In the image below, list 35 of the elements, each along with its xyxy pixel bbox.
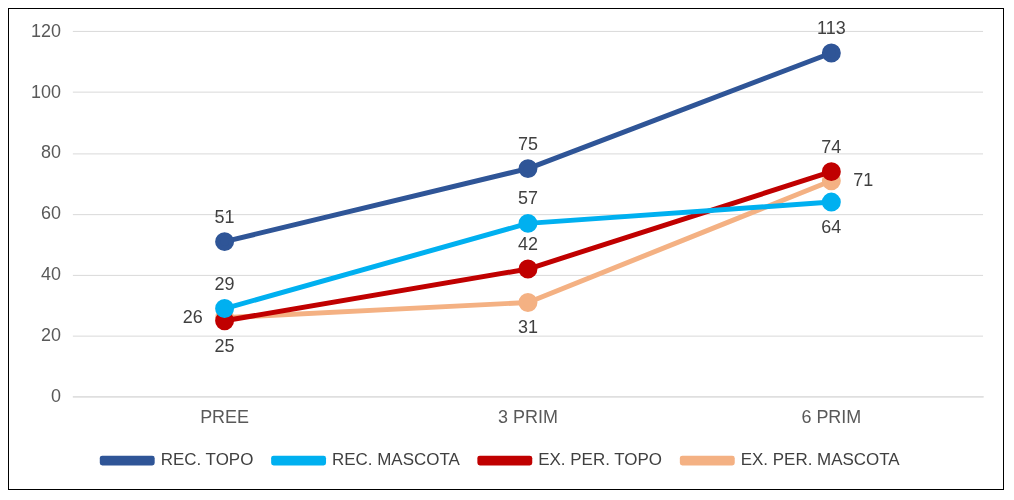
point [518, 293, 538, 312]
data-label: 64 [821, 216, 842, 237]
data-label: 29 [214, 273, 235, 294]
x-tick-label: PREE [200, 407, 250, 428]
y-tick-label: 60 [40, 203, 61, 224]
point [821, 192, 841, 212]
data-label: 113 [817, 18, 846, 39]
data-label: 51 [214, 206, 235, 227]
point [821, 43, 841, 63]
legend-label: EX. PER. MASCOTA [740, 450, 901, 470]
legend-label: REC. TOPO [160, 450, 254, 470]
point [215, 299, 235, 319]
data-label: 26 [182, 306, 203, 327]
point [518, 159, 538, 179]
data-label: 71 [853, 169, 874, 190]
data-label: 31 [517, 317, 538, 338]
point [215, 232, 235, 252]
legend-label: REC. MASCOTA [332, 450, 461, 470]
data-label: 75 [517, 133, 538, 154]
data-label: 42 [517, 234, 538, 255]
data-label: 74 [821, 136, 842, 157]
point [518, 259, 538, 279]
y-tick-label: 0 [50, 385, 61, 406]
y-tick-label: 80 [40, 142, 61, 163]
point [821, 162, 841, 182]
y-tick-label: 20 [40, 324, 61, 345]
y-tick-label: 100 [30, 81, 61, 102]
data-label: 57 [517, 188, 538, 209]
y-tick-label: 120 [30, 20, 61, 41]
legend-label: EX. PER. TOPO [538, 450, 663, 470]
data-label: 25 [214, 335, 235, 356]
y-tick-label: 40 [40, 264, 61, 285]
x-tick-label: 3 PRIM [498, 407, 558, 428]
x-tick-label: 6 PRIM [801, 407, 862, 428]
point [518, 213, 538, 233]
